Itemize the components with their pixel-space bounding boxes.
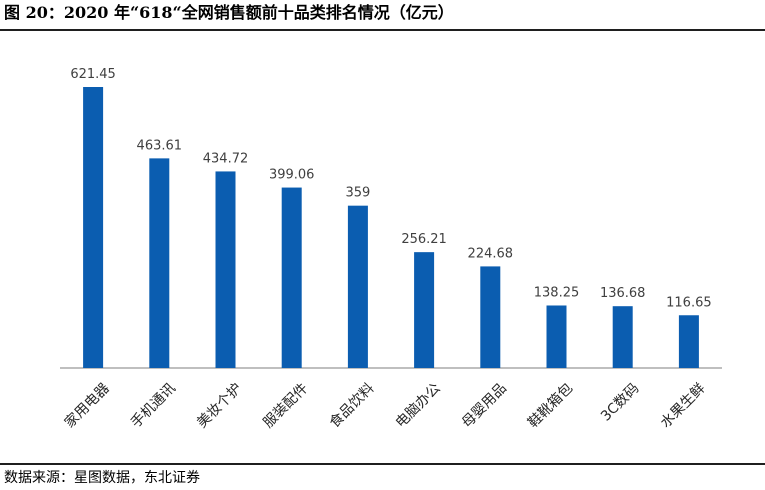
category-label-6: 电脑办公 (393, 380, 444, 431)
bar-6 (414, 252, 435, 368)
bar-2 (149, 158, 170, 368)
category-label-2: 手机通讯 (128, 380, 179, 431)
value-labels-group: 621.45 463.61 434.72 399.06 359 256.21 224.68 1… (70, 67, 711, 310)
bars-group (83, 87, 699, 368)
bar-5 (347, 205, 368, 368)
source-rule (0, 463, 765, 465)
value-label-7: 224.68 (468, 246, 514, 261)
value-label-6: 256.21 (401, 232, 447, 247)
bar-chart: 621.45 463.61 434.72 399.06 359 256.21 224.68 1… (60, 67, 722, 432)
source-note: 数据来源：星图数据，东北证券 (4, 470, 200, 486)
value-label-10: 116.65 (666, 295, 712, 310)
category-label-3: 美妆个护 (194, 380, 245, 431)
category-label-1: 家用电器 (61, 380, 113, 432)
bar-10 (678, 315, 699, 368)
bar-7 (480, 266, 501, 368)
value-label-8: 138.25 (534, 285, 580, 300)
bar-1 (83, 87, 104, 368)
value-label-2: 463.61 (137, 138, 183, 153)
category-label-9: 3C数码 (598, 380, 642, 424)
bar-8 (546, 305, 567, 368)
value-label-4: 399.06 (269, 168, 315, 183)
bar-4 (281, 187, 302, 368)
category-labels-group: 家用电器 手机通讯 美妆个护 服装配件 食品饮料 电脑办公 母婴用品 鞋靴箱包 3C数码 水果生鲜 (61, 380, 708, 432)
category-label-10: 水果生鲜 (658, 380, 709, 431)
category-label-4: 服装配件 (260, 380, 311, 431)
value-label-5: 359 (345, 186, 370, 201)
value-label-1: 621.45 (70, 67, 116, 82)
category-label-8: 鞋靴箱包 (525, 380, 576, 431)
value-label-9: 136.68 (600, 286, 646, 301)
bar-9 (612, 306, 633, 368)
category-label-7: 母婴用品 (459, 380, 510, 431)
title-rule (0, 29, 765, 31)
figure-title: 图 20：2020 年“618“全网销售额前十品类排名情况（亿元） (4, 3, 454, 22)
bar-3 (215, 171, 236, 368)
category-label-5: 食品饮料 (326, 380, 378, 432)
value-label-3: 434.72 (203, 151, 249, 166)
